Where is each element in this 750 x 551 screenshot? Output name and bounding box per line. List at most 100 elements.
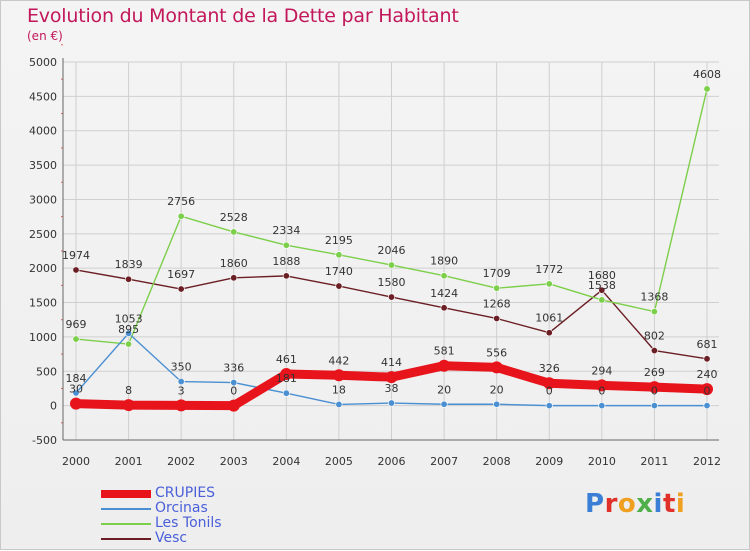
- data-label: 2195: [325, 234, 353, 247]
- legend-label: CRUPIES: [155, 485, 216, 501]
- data-point: [493, 314, 501, 322]
- data-label: 1424: [430, 287, 458, 300]
- data-point: [703, 85, 711, 93]
- data-point: [230, 379, 238, 387]
- data-point: [440, 304, 448, 312]
- x-tick-label: 2012: [693, 455, 721, 468]
- data-label: 0: [230, 385, 237, 398]
- data-label: 1709: [483, 267, 511, 280]
- y-tick-label: 1500: [29, 297, 57, 310]
- data-point: [332, 369, 345, 382]
- proxiti-logo: Proxiti: [585, 489, 685, 519]
- x-tick-label: 2009: [535, 455, 563, 468]
- chart-title: Evolution du Montant de la Dette par Hab…: [27, 5, 459, 27]
- data-point: [703, 402, 711, 410]
- data-point: [227, 399, 240, 412]
- data-label: 2756: [167, 195, 195, 208]
- data-point: [387, 261, 395, 269]
- y-tick-label: 4000: [29, 125, 57, 138]
- data-point: [177, 378, 185, 386]
- data-label: 30: [69, 383, 83, 396]
- data-point: [650, 402, 658, 410]
- legend-swatch: [101, 537, 151, 540]
- data-label: 181: [276, 372, 297, 385]
- legend-swatch: [101, 522, 151, 525]
- y-tick-label: 0: [50, 400, 57, 413]
- data-label: 1368: [640, 291, 668, 304]
- data-point: [125, 340, 133, 348]
- data-point: [545, 329, 553, 337]
- legend-item-vesc: Vesc: [101, 531, 222, 546]
- data-label: 1538: [588, 279, 616, 292]
- data-label: 1839: [115, 258, 143, 271]
- data-point: [335, 251, 343, 259]
- data-label: 1772: [535, 263, 563, 276]
- data-point: [122, 399, 135, 412]
- data-label: 1890: [430, 255, 458, 268]
- data-label: 38: [385, 382, 399, 395]
- data-point: [598, 296, 606, 304]
- data-point: [440, 400, 448, 408]
- data-point: [490, 361, 503, 374]
- data-label: 1740: [325, 265, 353, 278]
- legend-item-les-tonils: Les Tonils: [101, 516, 222, 531]
- data-point: [650, 308, 658, 316]
- x-tick-label: 2006: [378, 455, 406, 468]
- data-point: [230, 274, 238, 282]
- data-point: [72, 389, 80, 397]
- data-point: [385, 371, 398, 384]
- data-label: 0: [546, 385, 553, 398]
- legend: CRUPIES Orcinas Les Tonils Vesc: [101, 486, 222, 546]
- x-tick-label: 2004: [272, 455, 300, 468]
- data-point: [650, 347, 658, 355]
- series-vesc: [72, 266, 711, 363]
- legend-item-orcinas: Orcinas: [101, 501, 222, 516]
- data-point: [280, 367, 293, 380]
- data-point: [177, 285, 185, 293]
- logo-letter: P: [585, 489, 605, 519]
- legend-swatch: [101, 489, 151, 498]
- data-label: 0: [598, 385, 605, 398]
- data-label: 240: [697, 368, 718, 381]
- data-label: 1061: [535, 312, 563, 325]
- x-tick-label: 2007: [430, 455, 458, 468]
- x-tick-label: 2008: [483, 455, 511, 468]
- data-point: [387, 399, 395, 407]
- data-point: [177, 212, 185, 220]
- data-label: 442: [328, 354, 349, 367]
- data-point: [440, 272, 448, 280]
- data-label: 326: [539, 362, 560, 375]
- data-point: [72, 335, 80, 343]
- x-tick-label: 2002: [167, 455, 195, 468]
- logo-letter: t: [662, 489, 676, 519]
- data-point: [230, 228, 238, 236]
- data-point: [598, 286, 606, 294]
- data-point: [282, 272, 290, 280]
- legend-label: Vesc: [155, 530, 188, 546]
- data-label: 18: [332, 383, 346, 396]
- data-label: 556: [486, 346, 507, 359]
- data-label: 184: [66, 372, 87, 385]
- data-label: 20: [437, 383, 451, 396]
- data-label: 1268: [483, 297, 511, 310]
- x-tick-label: 2000: [62, 455, 90, 468]
- data-label: 581: [434, 345, 455, 358]
- data-point: [282, 241, 290, 249]
- data-label: 20: [490, 383, 504, 396]
- data-label: 1680: [588, 269, 616, 282]
- data-label: 269: [644, 366, 665, 379]
- data-label: 294: [591, 364, 612, 377]
- legend-item-crupies: CRUPIES: [101, 486, 222, 501]
- data-point: [545, 402, 553, 410]
- data-label: 3: [178, 384, 185, 397]
- x-tick-label: 2011: [640, 455, 668, 468]
- legend-label: Orcinas: [155, 500, 208, 516]
- data-label: 4608: [693, 68, 721, 81]
- chart-unit-label: (en €): [27, 29, 63, 43]
- data-label: 0: [704, 385, 711, 398]
- data-point: [701, 383, 713, 396]
- series-les-tonils: [72, 85, 711, 348]
- data-label: 895: [118, 323, 139, 336]
- series-crupies: [70, 359, 713, 412]
